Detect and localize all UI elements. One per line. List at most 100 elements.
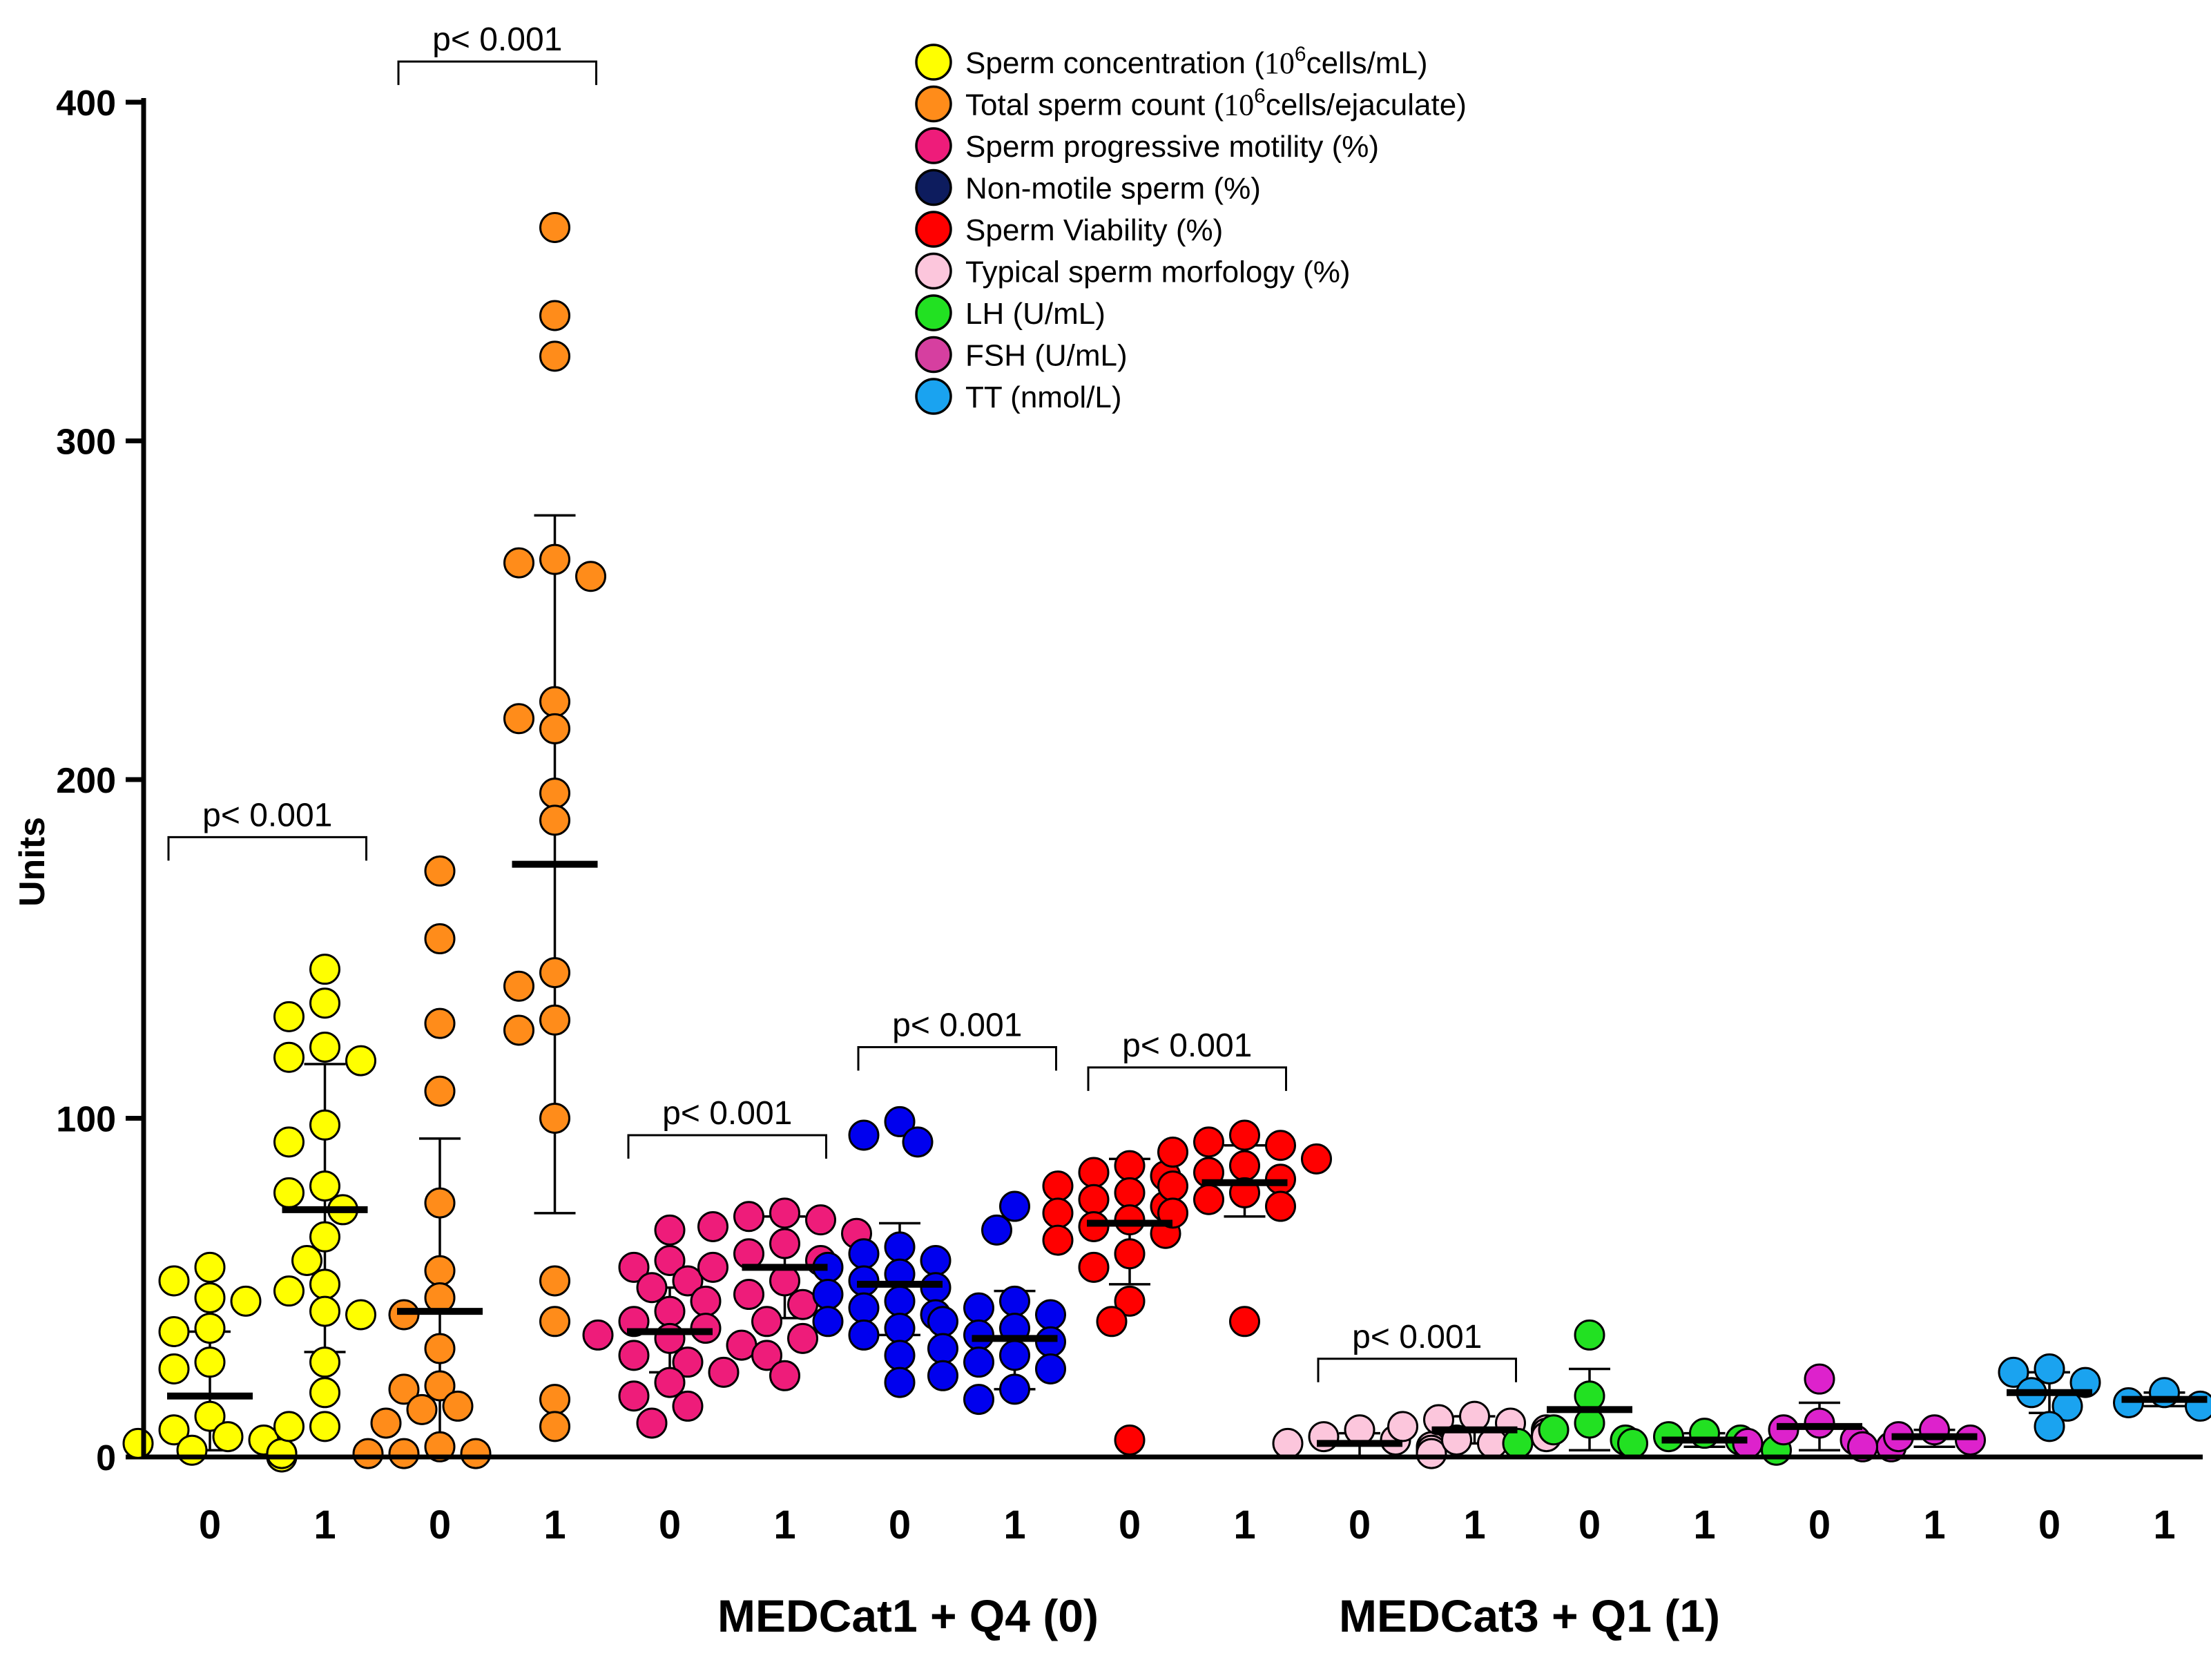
data-point	[539, 1103, 570, 1134]
data-point	[539, 713, 570, 744]
data-point	[309, 1377, 340, 1409]
data-point	[672, 1346, 704, 1378]
data-point	[539, 1384, 570, 1416]
data-point	[672, 1265, 704, 1297]
data-point	[1157, 1137, 1188, 1168]
data-point	[654, 1367, 686, 1398]
data-point	[1042, 1170, 1074, 1202]
data-point	[927, 1360, 958, 1391]
legend-marker-4	[915, 211, 952, 248]
data-point	[309, 1109, 340, 1141]
data-point	[309, 1221, 340, 1253]
data-point	[697, 1210, 728, 1242]
data-point	[503, 703, 534, 735]
data-point	[618, 1340, 650, 1371]
p-value-label-5: p< 0.001	[1352, 1319, 1482, 1355]
data-point	[503, 970, 534, 1002]
data-point	[1998, 1356, 2029, 1388]
data-point	[309, 1346, 340, 1378]
y-tick-label-100: 100	[56, 1100, 116, 1140]
data-point	[424, 1255, 456, 1286]
data-point	[309, 1031, 340, 1063]
x-axis-tick-labels: 0 1 0 1 0 1 0 1 0 1 0 1 0 1 0 1 0 1	[199, 1503, 2176, 1547]
data-point	[690, 1285, 722, 1317]
legend-marker-8	[915, 378, 952, 415]
significance-bracket-4	[1087, 1066, 1287, 1091]
data-point	[1265, 1130, 1296, 1161]
data-point	[787, 1322, 818, 1354]
x-tick-label-1: 1	[313, 1503, 336, 1547]
x-tick-label-3: 1	[543, 1503, 566, 1547]
data-point	[1114, 1424, 1146, 1456]
data-point	[963, 1292, 994, 1324]
data-point	[1114, 1285, 1146, 1317]
significance-bracket-2	[627, 1134, 827, 1159]
data-point	[575, 561, 606, 592]
data-point	[848, 1292, 880, 1324]
x-tick-label-4: 0	[659, 1503, 681, 1547]
data-point	[1078, 1251, 1110, 1283]
data-point	[618, 1380, 650, 1412]
data-points	[122, 211, 2211, 1473]
data-point	[963, 1346, 994, 1378]
data-point	[1804, 1363, 1835, 1395]
data-point	[1114, 1238, 1146, 1270]
data-point	[158, 1316, 190, 1348]
x-tick-label-14: 0	[1808, 1503, 1831, 1547]
axes	[141, 98, 2203, 1460]
legend-label-0: Sperm concentration (106cells/mL)	[965, 43, 1428, 80]
x-tick-label-7: 1	[1003, 1503, 1025, 1547]
data-point	[539, 686, 570, 717]
legend-marker-5	[915, 252, 952, 290]
data-point	[920, 1245, 952, 1277]
data-point	[812, 1279, 844, 1311]
data-point	[769, 1197, 800, 1229]
data-point	[424, 1187, 456, 1219]
data-point	[1078, 1184, 1110, 1215]
data-point	[884, 1313, 916, 1344]
legend-label-1: Total sperm count (106cells/ejaculate)	[965, 85, 1467, 122]
x-tick-label-17: 1	[2153, 1503, 2175, 1547]
legend-marker-3	[915, 168, 952, 206]
p-value-label-4: p< 0.001	[1122, 1027, 1252, 1064]
data-point	[848, 1119, 880, 1151]
data-point	[751, 1306, 782, 1338]
x-tick-label-0: 0	[199, 1503, 221, 1547]
data-point	[999, 1340, 1030, 1371]
data-point	[345, 1045, 376, 1076]
data-point	[1193, 1184, 1224, 1215]
mean-lines	[167, 860, 2208, 1447]
p-value-label-1: p< 0.001	[432, 21, 562, 58]
legend: Sperm concentration (106cells/mL) Total s…	[915, 43, 1467, 415]
data-point	[460, 1438, 492, 1469]
data-point	[345, 1299, 376, 1331]
data-point	[176, 1434, 208, 1466]
legend-label-7: FSH (U/mL)	[965, 339, 1128, 373]
x-tick-label-12: 0	[1578, 1503, 1601, 1547]
data-point	[636, 1272, 668, 1304]
data-point	[1272, 1427, 1304, 1459]
x-tick-label-2: 0	[429, 1503, 451, 1547]
data-point	[708, 1356, 740, 1388]
y-axis-ticks: 0 100 200 300 400	[56, 84, 144, 1478]
data-point	[309, 987, 340, 1019]
y-tick-label-400: 400	[56, 84, 116, 124]
legend-marker-1	[915, 85, 952, 123]
data-point	[424, 1431, 456, 1462]
legend-marker-7	[915, 336, 952, 374]
data-point	[1035, 1299, 1066, 1331]
data-point	[902, 1126, 934, 1158]
y-tick-label-0: 0	[96, 1438, 116, 1478]
x-tick-label-11: 1	[1463, 1503, 1485, 1547]
data-point	[539, 778, 570, 809]
data-point	[309, 1170, 340, 1202]
data-point	[273, 1126, 305, 1158]
data-point	[981, 1214, 1012, 1246]
data-point	[999, 1190, 1030, 1222]
data-point	[884, 1285, 916, 1317]
legend-label-6: LH (U/mL)	[965, 297, 1106, 331]
x-tick-label-15: 1	[1923, 1503, 1945, 1547]
data-point	[927, 1333, 958, 1364]
data-point	[1114, 1177, 1146, 1208]
data-point	[503, 547, 534, 579]
